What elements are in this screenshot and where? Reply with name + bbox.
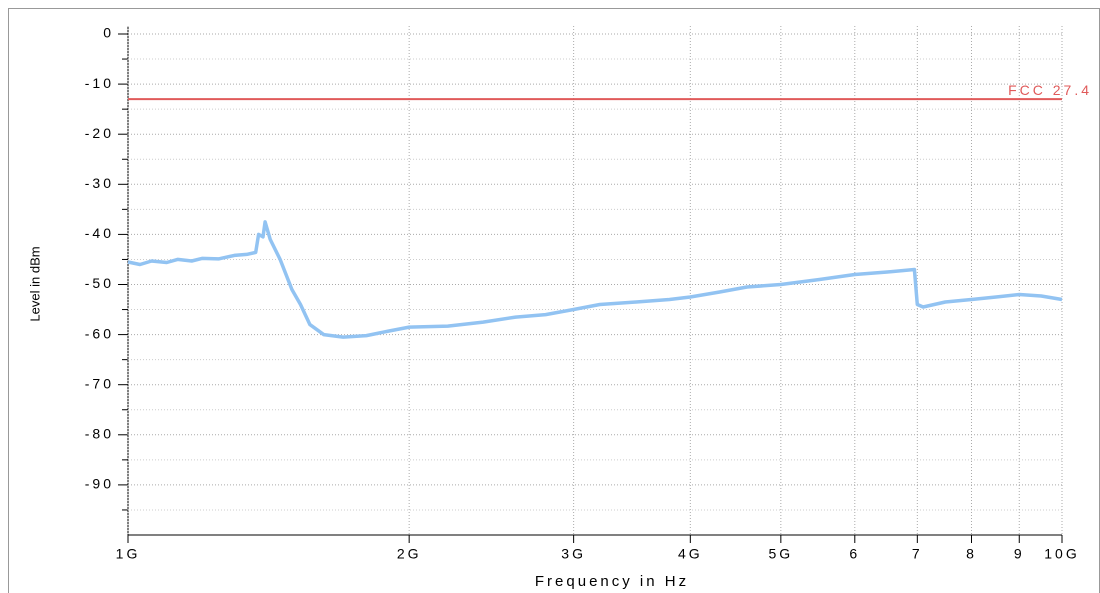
x-tick-label: 2G xyxy=(397,546,422,562)
frame xyxy=(8,8,1100,593)
x-axis-label: Frequency in Hz xyxy=(535,573,689,590)
x-tick-label: 5G xyxy=(768,546,793,562)
x-tick-label: 4G xyxy=(678,546,703,562)
x-tick-label: 6 xyxy=(849,546,860,562)
y-tick-label: -50 xyxy=(85,275,114,291)
x-tick-label: 1G xyxy=(116,546,141,562)
x-tick-label: 10G xyxy=(1044,546,1079,562)
y-tick-label: -80 xyxy=(85,426,114,442)
y-tick-label: -10 xyxy=(85,75,114,91)
y-tick-label: -70 xyxy=(85,375,114,391)
limit-label: FCC 27.4 xyxy=(1008,82,1092,98)
y-tick-label: -40 xyxy=(85,225,114,241)
y-tick-label: 0 xyxy=(103,25,114,41)
y-tick-label: -60 xyxy=(85,325,114,341)
y-axis-label: Level in dBm xyxy=(27,246,42,321)
y-tick-label: -20 xyxy=(85,125,114,141)
x-tick-label: 7 xyxy=(912,546,923,562)
y-tick-label: -90 xyxy=(85,476,114,492)
y-tick-label: -30 xyxy=(85,175,114,191)
x-tick-label: 9 xyxy=(1014,546,1025,562)
x-tick-label: 3G xyxy=(561,546,586,562)
trace xyxy=(127,220,1063,339)
x-tick-label: 8 xyxy=(966,546,977,562)
